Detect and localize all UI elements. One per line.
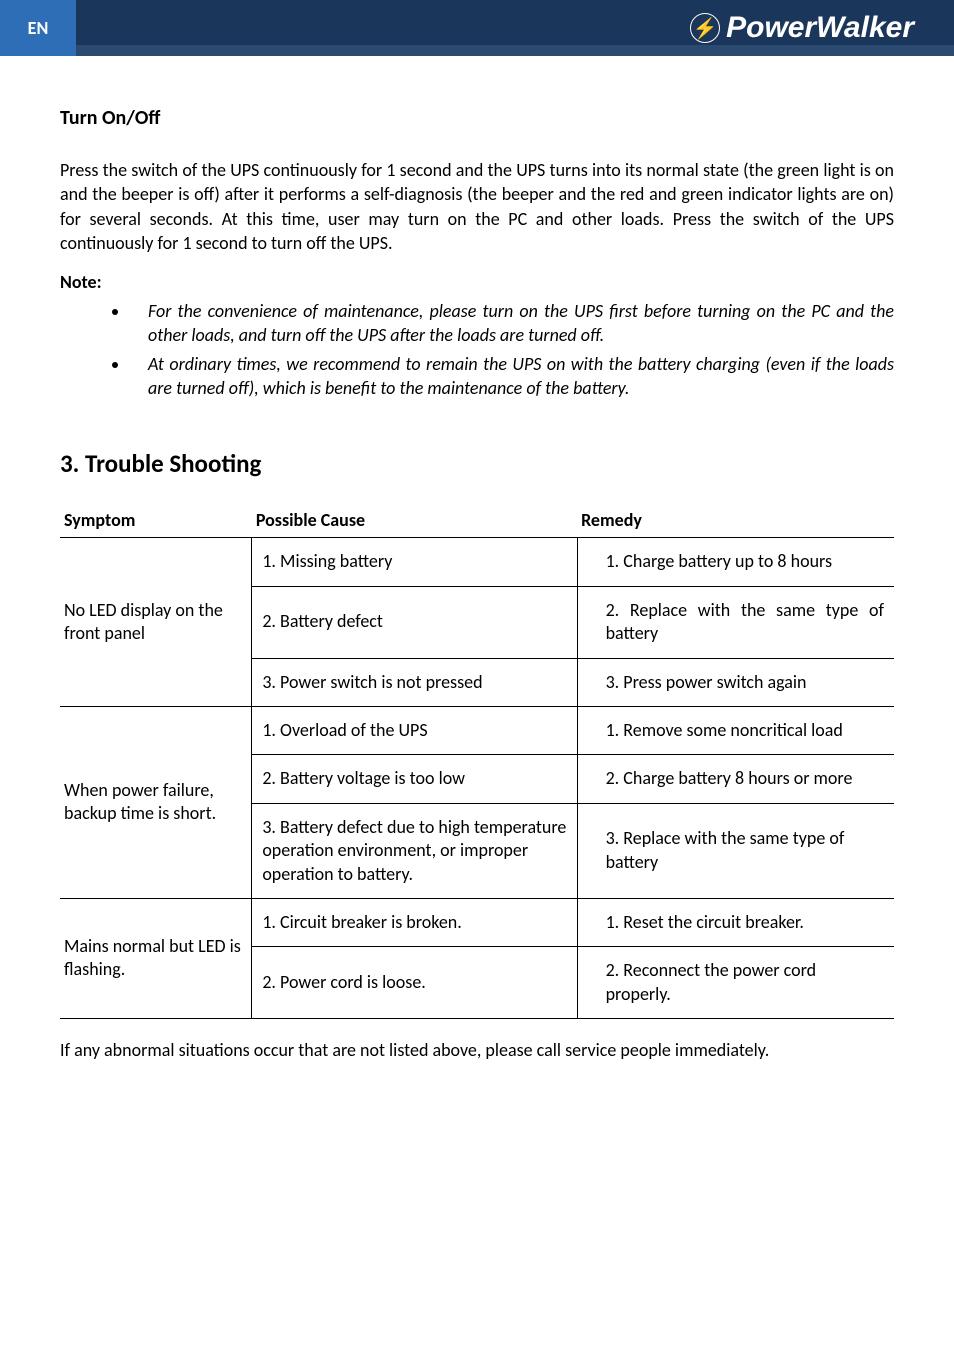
notes-list: For the convenience of maintenance, plea…: [60, 299, 894, 400]
cause-cell: 2. Battery defect: [252, 586, 577, 658]
turn-onoff-heading: Turn On/Off: [60, 106, 894, 130]
cause-cell: 2. Battery voltage is too low: [252, 755, 577, 803]
col-remedy: Remedy: [577, 503, 894, 538]
cause-cell: 3. Power switch is not pressed: [252, 658, 577, 706]
symptom-cell: Mains normal but LED is flashing.: [60, 898, 252, 1018]
brand-logo: ⚡ PowerWalker: [690, 11, 914, 45]
symptom-cell: When power failure, backup time is short…: [60, 706, 252, 898]
col-symptom: Symptom: [60, 503, 252, 538]
remedy-cell: 1. Remove some noncritical load: [577, 706, 894, 754]
note-item: At ordinary times, we recommend to remai…: [130, 352, 894, 401]
turn-onoff-paragraph: Press the switch of the UPS continuously…: [60, 158, 894, 255]
page-content: Turn On/Off Press the switch of the UPS …: [0, 56, 954, 1101]
brand-logo-text: PowerWalker: [726, 11, 914, 45]
note-label: Note:: [60, 271, 894, 293]
symptom-cell: No LED display on the front panel: [60, 538, 252, 707]
top-header: EN ⚡ PowerWalker: [0, 0, 954, 56]
cause-cell: 2. Power cord is loose.: [252, 947, 577, 1019]
remedy-cell: 3. Replace with the same type of battery: [577, 803, 894, 898]
cause-cell: 1. Missing battery: [252, 538, 577, 586]
remedy-cell: 3. Press power switch again: [577, 658, 894, 706]
language-tab-label: EN: [28, 17, 49, 39]
cause-cell: 3. Battery defect due to high temperatur…: [252, 803, 577, 898]
bolt-icon: ⚡: [690, 13, 720, 43]
remedy-cell: 2. Reconnect the power cord properly.: [577, 947, 894, 1019]
trouble-footer: If any abnormal situations occur that ar…: [60, 1039, 894, 1061]
brand-stripe: ⚡ PowerWalker: [76, 0, 954, 56]
remedy-cell: 2. Replace with the same type of battery: [577, 586, 894, 658]
remedy-cell: 1. Charge battery up to 8 hours: [577, 538, 894, 586]
cause-cell: 1. Circuit breaker is broken.: [252, 898, 577, 946]
trouble-table: Symptom Possible Cause Remedy No LED dis…: [60, 503, 894, 1019]
col-cause: Possible Cause: [252, 503, 577, 538]
language-tab: EN: [0, 0, 76, 56]
trouble-shooting-heading: 3. Trouble Shooting: [60, 448, 894, 479]
note-item: For the convenience of maintenance, plea…: [130, 299, 894, 348]
cause-cell: 1. Overload of the UPS: [252, 706, 577, 754]
remedy-cell: 1. Reset the circuit breaker.: [577, 898, 894, 946]
remedy-cell: 2. Charge battery 8 hours or more: [577, 755, 894, 803]
